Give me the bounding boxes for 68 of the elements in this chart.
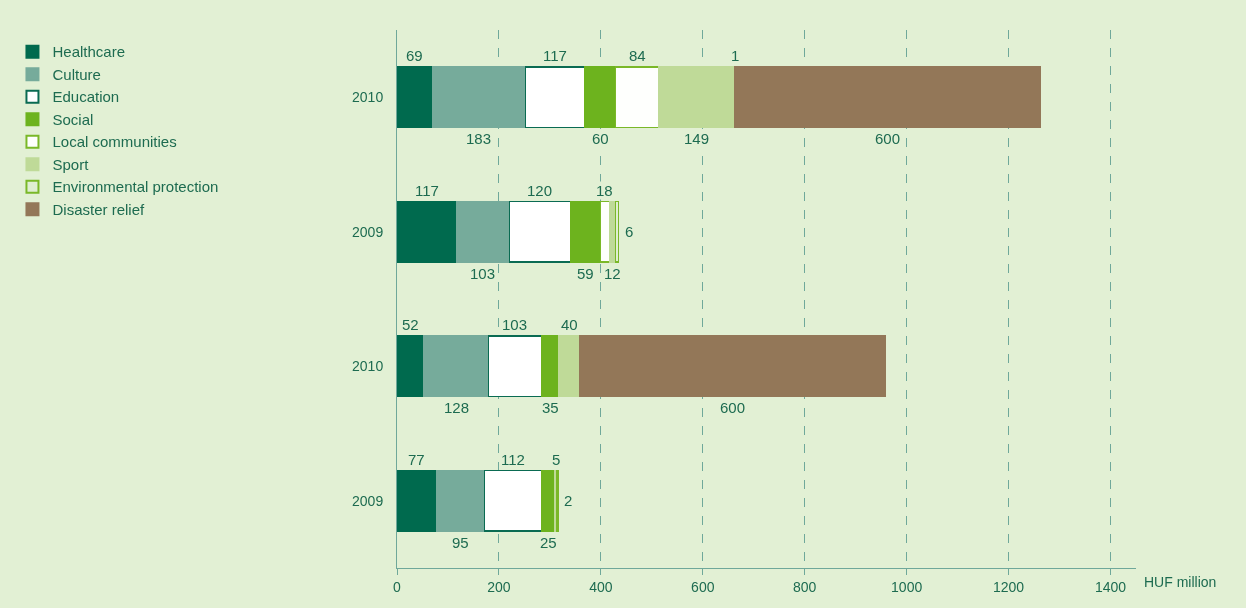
data-label: 84 [629, 47, 646, 64]
data-label: 52 [402, 316, 419, 333]
bar [435, 469, 486, 532]
x-tick-label: 200 [487, 578, 511, 595]
data-label: 25 [540, 534, 557, 551]
data-label: 1 [731, 47, 740, 64]
bar [397, 200, 458, 263]
x-axis-title: HUF million [1144, 574, 1217, 590]
data-label: 69 [406, 47, 423, 64]
legend-label: Environmental protection [52, 178, 219, 196]
x-tick-label: 0 [393, 578, 402, 595]
data-label: 117 [415, 182, 439, 199]
bar [541, 469, 556, 532]
bar [397, 469, 437, 532]
data-label: 59 [577, 265, 594, 282]
data-label: 18 [596, 182, 613, 199]
legend-label: Sport [52, 155, 90, 173]
y-tick-label: 2010 [352, 358, 384, 375]
data-label: 117 [543, 47, 567, 64]
data-label: 6 [625, 223, 634, 240]
bar [584, 66, 617, 129]
bar [569, 200, 601, 263]
data-label: 183 [466, 130, 492, 147]
bar [397, 335, 425, 398]
data-label: 103 [470, 265, 496, 282]
legend-label: Social [52, 110, 94, 128]
y-tick-label: 2010 [352, 89, 384, 106]
bar [734, 66, 1042, 129]
data-label: 77 [408, 451, 425, 468]
data-label: 600 [875, 130, 901, 147]
data-label: 149 [684, 130, 710, 147]
x-tick-label: 1000 [891, 578, 923, 595]
bar [484, 469, 543, 532]
bar [615, 200, 620, 263]
bar [397, 66, 433, 129]
data-label: 120 [527, 182, 553, 199]
data-label: 95 [452, 534, 469, 551]
bar [540, 335, 560, 398]
y-tick-label: 2009 [352, 223, 384, 240]
x-tick-label: 1200 [993, 578, 1025, 595]
legend-label: Healthcare [52, 43, 126, 61]
data-label: 5 [552, 451, 561, 468]
data-label: 112 [501, 451, 525, 468]
bar [558, 335, 581, 398]
data-label: 12 [604, 265, 621, 282]
legend-label: Education [52, 88, 120, 106]
data-label: 128 [444, 399, 470, 416]
data-label: 40 [561, 316, 578, 333]
legend-label: Culture [52, 65, 101, 83]
data-label: 103 [502, 316, 528, 333]
bar [488, 335, 542, 398]
x-tick-label: 800 [793, 578, 817, 595]
bar [422, 335, 490, 398]
bar [615, 66, 660, 129]
data-label: 2 [564, 492, 573, 509]
bar [508, 200, 571, 263]
x-tick-label: 1400 [1094, 578, 1127, 595]
y-tick-label: 2009 [352, 492, 384, 509]
x-tick-label: 400 [589, 578, 613, 595]
data-label: 600 [720, 399, 746, 416]
x-tick-label: 600 [691, 578, 715, 595]
legend-label: Disaster relief [52, 200, 145, 218]
data-label: 60 [592, 130, 609, 147]
bar [657, 66, 735, 129]
legend-label: Local communities [52, 133, 177, 151]
bar [524, 66, 586, 129]
bar [578, 335, 886, 398]
data-label: 35 [542, 399, 559, 416]
